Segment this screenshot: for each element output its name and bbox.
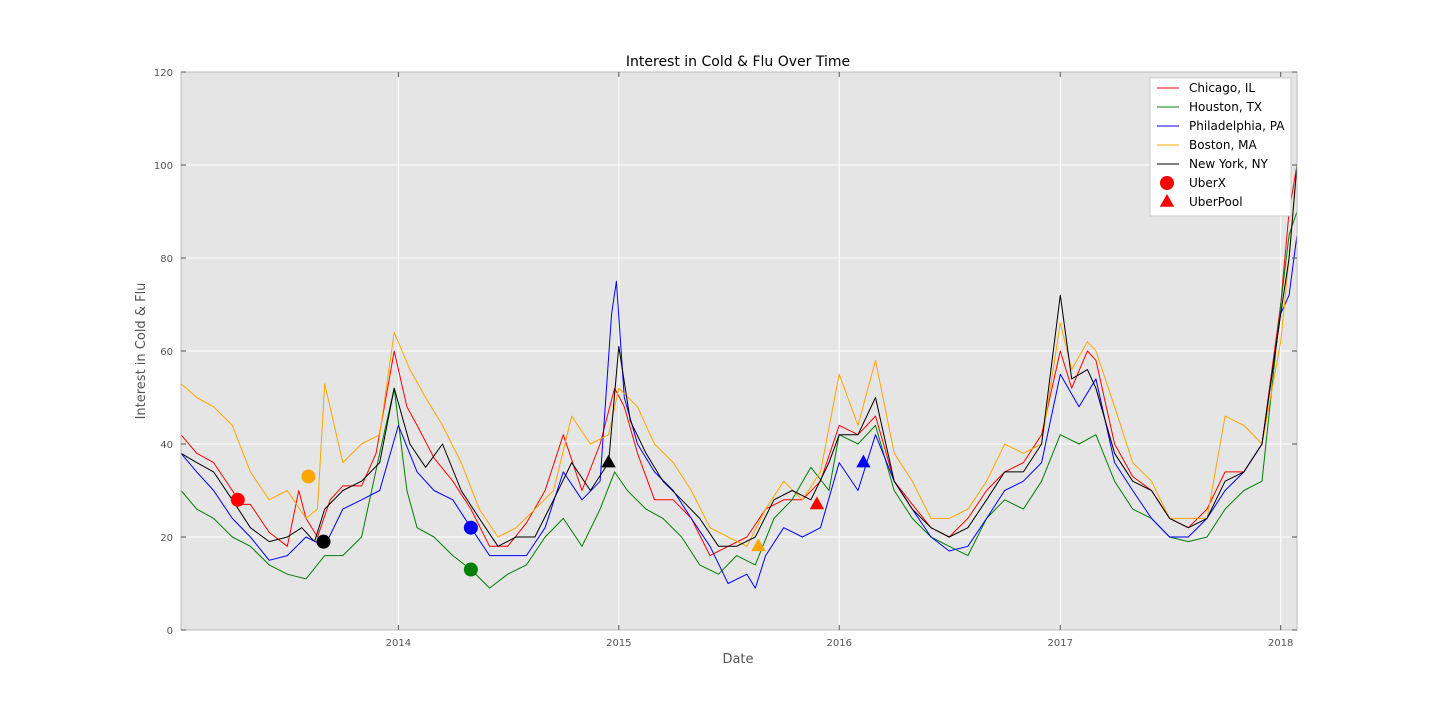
uberx-marker [463, 562, 478, 577]
series-line-1 [180, 211, 1298, 589]
series-lines [180, 164, 1298, 589]
legend-box [1149, 77, 1292, 217]
y-tick-label: 40 [160, 440, 173, 451]
y-tick-label: 20 [160, 533, 173, 544]
chart-title: Interest in Cold & Flu Over Time [626, 54, 850, 70]
x-tick-label: 2016 [827, 638, 852, 649]
y-tick-label: 120 [154, 68, 173, 79]
x-tick-label: 2018 [1268, 638, 1293, 649]
legend-label: UberX [1189, 176, 1226, 190]
legend-label: New York, NY [1189, 157, 1269, 171]
legend-label: Chicago, IL [1189, 81, 1255, 95]
uberx-marker [463, 520, 478, 535]
x-tick-label: 2015 [606, 638, 631, 649]
legend: Chicago, IL Houston, TX Philadelphia, PA Bo… [1149, 77, 1292, 217]
x-tick-label: 2014 [386, 638, 411, 649]
series-line-3 [180, 164, 1298, 547]
series-line-4 [180, 164, 1298, 547]
x-tick-label: 2017 [1048, 638, 1073, 649]
y-tick-label: 80 [160, 254, 173, 265]
uberx-marker [316, 534, 331, 549]
legend-label: UberPool [1189, 195, 1243, 209]
uberx-marker [230, 492, 245, 507]
y-tick-label: 60 [160, 347, 173, 358]
series-line-0 [180, 164, 1298, 557]
y-tick-label: 0 [167, 626, 173, 637]
y-axis-label: Interest in Cold & Flu [134, 283, 149, 420]
uberx-marker [301, 469, 316, 484]
legend-label: Philadelphia, PA [1189, 119, 1285, 133]
legend-swatch-triangle [1159, 194, 1175, 207]
uberpool-marker [751, 538, 766, 552]
y-tick-label: 100 [154, 161, 173, 172]
uberpool-marker [809, 496, 825, 510]
axis-ticks: 0 20 40 60 80 100 120 2014 2015 2016 2017 2018 [154, 68, 1297, 649]
legend-label: Boston, MA [1189, 138, 1257, 152]
launch-markers [230, 454, 871, 577]
uberpool-marker [601, 454, 616, 468]
x-axis-label: Date [722, 652, 753, 667]
legend-label: Houston, TX [1189, 100, 1262, 114]
series-line-2 [180, 234, 1298, 589]
uberpool-marker [856, 454, 871, 468]
legend-swatch-circle [1160, 176, 1174, 190]
